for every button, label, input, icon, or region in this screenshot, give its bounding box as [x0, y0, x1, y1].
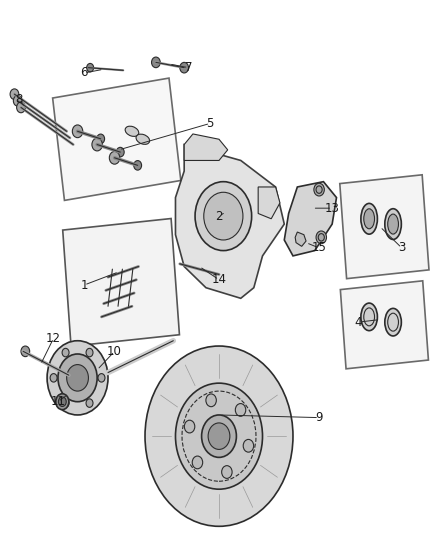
Circle shape: [86, 399, 93, 407]
Circle shape: [117, 147, 124, 157]
Text: 1: 1: [80, 279, 88, 292]
Polygon shape: [53, 78, 181, 200]
Circle shape: [62, 399, 69, 407]
Circle shape: [62, 349, 69, 357]
Circle shape: [134, 160, 141, 170]
Ellipse shape: [361, 303, 378, 330]
Text: 12: 12: [46, 332, 61, 344]
Circle shape: [47, 341, 108, 415]
Circle shape: [86, 349, 93, 357]
Polygon shape: [176, 144, 284, 298]
Text: 6: 6: [80, 67, 88, 79]
Text: 8: 8: [15, 93, 22, 106]
Ellipse shape: [364, 209, 374, 229]
Ellipse shape: [385, 209, 401, 239]
Circle shape: [97, 134, 105, 143]
Circle shape: [87, 63, 94, 72]
Ellipse shape: [388, 214, 399, 234]
Text: 7: 7: [185, 61, 192, 74]
Circle shape: [92, 138, 102, 151]
Polygon shape: [284, 182, 336, 256]
Text: 13: 13: [325, 201, 339, 215]
Circle shape: [72, 125, 83, 138]
Polygon shape: [258, 187, 280, 219]
Circle shape: [58, 354, 97, 402]
Polygon shape: [295, 232, 306, 246]
Circle shape: [98, 374, 105, 382]
Circle shape: [204, 192, 243, 240]
Text: 15: 15: [312, 241, 327, 254]
Circle shape: [58, 397, 66, 407]
Text: 14: 14: [212, 273, 226, 286]
Circle shape: [314, 183, 324, 196]
Circle shape: [195, 182, 252, 251]
Text: 9: 9: [315, 411, 323, 424]
Circle shape: [50, 374, 57, 382]
Text: 3: 3: [398, 241, 406, 254]
Circle shape: [180, 62, 188, 73]
Polygon shape: [340, 175, 429, 279]
Text: 5: 5: [207, 117, 214, 130]
Circle shape: [67, 365, 88, 391]
Circle shape: [13, 95, 22, 106]
Ellipse shape: [361, 204, 378, 234]
Circle shape: [208, 423, 230, 449]
Circle shape: [222, 466, 232, 479]
Ellipse shape: [125, 126, 139, 136]
Polygon shape: [340, 281, 428, 369]
Polygon shape: [184, 134, 228, 160]
Ellipse shape: [136, 134, 150, 144]
Ellipse shape: [385, 309, 401, 336]
Circle shape: [10, 89, 19, 100]
Circle shape: [56, 394, 69, 410]
Circle shape: [176, 383, 262, 489]
Circle shape: [21, 346, 30, 357]
Circle shape: [184, 420, 195, 433]
Text: 2: 2: [215, 209, 223, 223]
Text: 4: 4: [354, 316, 362, 329]
Circle shape: [206, 394, 216, 407]
Polygon shape: [63, 219, 180, 346]
Circle shape: [17, 102, 25, 113]
Circle shape: [235, 403, 246, 416]
Circle shape: [192, 456, 203, 469]
Text: 11: 11: [50, 395, 65, 408]
Circle shape: [145, 346, 293, 526]
Text: 10: 10: [107, 345, 122, 358]
Circle shape: [243, 439, 254, 452]
Circle shape: [201, 415, 237, 457]
Circle shape: [316, 231, 326, 244]
Circle shape: [152, 57, 160, 68]
Circle shape: [110, 151, 120, 164]
